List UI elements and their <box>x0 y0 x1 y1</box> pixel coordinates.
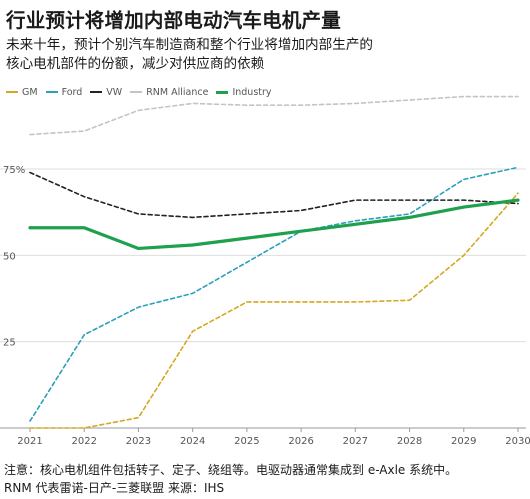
data-point-rnm-alliance-2028 <box>408 99 411 102</box>
legend-item-rnm-alliance: RNM Alliance <box>130 87 208 98</box>
data-point-ford-2022 <box>83 333 86 336</box>
x-tick-label-2026: 2026 <box>288 436 313 447</box>
data-point-rnm-alliance-2025 <box>245 104 248 107</box>
data-point-industry-2024 <box>191 244 194 247</box>
data-point-vw-2029 <box>462 199 465 202</box>
series-line-rnm-alliance <box>29 95 519 136</box>
x-tick-label-2030: 2030 <box>505 436 530 447</box>
legend-swatch-rnm-alliance <box>130 91 143 93</box>
line-chart: 25 50 75% 2021 2022 2023 2024 2025 2026 2027 2028 2… <box>0 95 530 447</box>
data-point-industry-2027 <box>354 223 357 226</box>
legend-swatch-gm <box>6 91 18 93</box>
data-point-gm-2024 <box>191 330 194 333</box>
chart-footnote: 注意：核心电机组件包括转子、定子、绕组等。电驱动器通常集成到 e-Axle 系统… <box>4 463 458 495</box>
data-point-gm-2028 <box>408 299 411 302</box>
data-point-rnm-alliance-2030 <box>517 95 520 98</box>
data-point-rnm-alliance-2024 <box>191 102 194 105</box>
data-point-rnm-alliance-2027 <box>354 102 357 105</box>
data-point-vw-2025 <box>245 213 248 216</box>
legend-label-ford: Ford <box>61 86 83 98</box>
y-tick-label-25: 25 <box>3 338 16 349</box>
data-point-industry-2030 <box>517 199 520 202</box>
data-point-gm-2023 <box>137 416 140 419</box>
chart-legend: GM Ford VW RNM Alliance Industry <box>6 85 280 99</box>
data-point-vw-2022 <box>83 195 86 198</box>
legend-label-rnm-alliance: RNM Alliance <box>146 86 209 98</box>
data-point-rnm-alliance-2026 <box>300 104 303 107</box>
data-point-industry-2029 <box>462 206 465 209</box>
legend-swatch-industry <box>216 90 229 94</box>
data-point-vw-2027 <box>354 199 357 202</box>
data-point-industry-2022 <box>83 226 86 229</box>
data-point-rnm-alliance-2029 <box>462 95 465 98</box>
legend-label-gm: GM <box>22 86 38 98</box>
chart-title: 行业预计将增加内部电动汽车电机产量 <box>6 9 341 32</box>
legend-item-industry: Industry <box>216 86 272 98</box>
data-point-vw-2024 <box>191 216 194 219</box>
legend-item-gm: GM <box>6 87 38 98</box>
x-tick-label-2024: 2024 <box>180 436 205 447</box>
x-tick-label-2029: 2029 <box>451 436 476 447</box>
legend-swatch-vw <box>90 91 103 93</box>
data-point-industry-2025 <box>245 237 248 240</box>
data-point-vw-2023 <box>137 213 140 216</box>
data-point-ford-2027 <box>354 219 357 222</box>
data-point-ford-2029 <box>462 178 465 181</box>
data-point-gm-2022 <box>83 427 86 430</box>
data-point-ford-2025 <box>245 261 248 264</box>
chart-subtitle: 未来十年，预计个别汽车制造商和整个行业将增加内部生产的 核心电机部件的份额，减少… <box>6 37 374 72</box>
data-point-gm-2025 <box>245 301 248 304</box>
data-point-gm-2029 <box>462 254 465 257</box>
data-point-industry-2026 <box>300 230 303 233</box>
data-point-industry-2023 <box>137 247 140 250</box>
x-tick-label-2028: 2028 <box>397 436 422 447</box>
data-point-ford-2028 <box>408 213 411 216</box>
data-point-industry-2028 <box>408 216 411 219</box>
series-line-gm <box>29 192 519 429</box>
data-point-gm-2026 <box>300 301 303 304</box>
legend-swatch-ford <box>45 91 58 93</box>
x-tick-label-2027: 2027 <box>343 436 368 447</box>
x-tick-label-2021: 2021 <box>17 436 42 447</box>
data-point-ford-2030 <box>517 166 520 169</box>
data-point-vw-2028 <box>408 199 411 202</box>
y-tick-label-50: 50 <box>3 251 16 262</box>
x-tick-label-2023: 2023 <box>126 436 151 447</box>
legend-item-vw: VW <box>90 87 122 98</box>
data-point-ford-2023 <box>137 306 140 309</box>
data-point-ford-2021 <box>29 420 32 423</box>
legend-label-industry: Industry <box>232 86 272 98</box>
y-tick-label-75: 75% <box>3 165 25 176</box>
data-point-industry-2021 <box>29 226 32 229</box>
data-point-rnm-alliance-2022 <box>83 130 86 133</box>
data-point-gm-2030 <box>517 192 520 195</box>
data-point-vw-2026 <box>300 209 303 212</box>
series-line-vw <box>29 171 519 219</box>
data-point-rnm-alliance-2021 <box>29 133 32 136</box>
series-line-industry <box>28 198 520 251</box>
data-point-gm-2021 <box>29 427 32 430</box>
data-point-vw-2021 <box>29 171 32 174</box>
data-point-gm-2027 <box>354 301 357 304</box>
x-tick-label-2022: 2022 <box>71 436 96 447</box>
legend-label-vw: VW <box>106 86 123 98</box>
series-line-ford <box>29 166 519 422</box>
legend-item-ford: Ford <box>45 86 83 98</box>
x-tick-label-2025: 2025 <box>234 436 259 447</box>
data-point-rnm-alliance-2023 <box>137 109 140 112</box>
data-point-ford-2024 <box>191 292 194 295</box>
data-point-vw-2030 <box>517 202 520 205</box>
